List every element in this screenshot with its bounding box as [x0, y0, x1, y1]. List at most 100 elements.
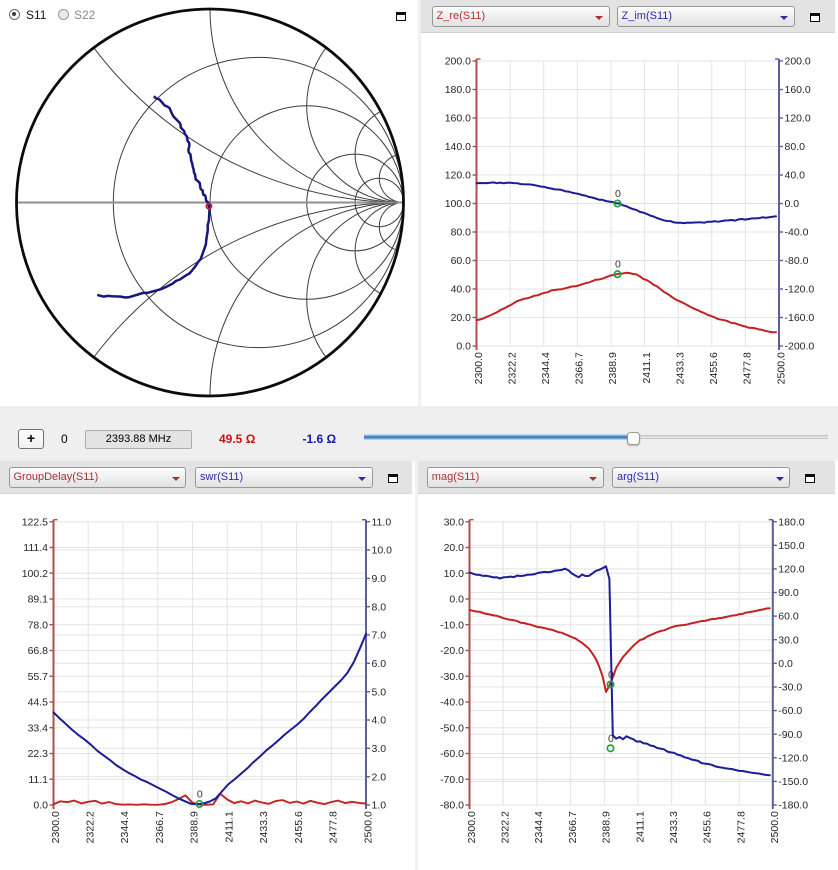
- svg-text:-50.0: -50.0: [440, 722, 464, 734]
- svg-text:10.0: 10.0: [444, 568, 465, 580]
- svg-text:2366.7: 2366.7: [154, 811, 166, 843]
- svg-text:120.0: 120.0: [785, 113, 811, 125]
- svg-text:2500.0: 2500.0: [769, 811, 781, 843]
- svg-text:10.0: 10.0: [372, 545, 393, 557]
- svg-text:-10.0: -10.0: [440, 619, 464, 631]
- svg-text:20.0: 20.0: [444, 542, 465, 554]
- svg-text:180.0: 180.0: [445, 84, 471, 96]
- svg-text:2322.2: 2322.2: [506, 352, 518, 384]
- svg-text:40.0: 40.0: [785, 170, 806, 182]
- svg-text:180.0: 180.0: [778, 516, 804, 528]
- svg-text:2300.0: 2300.0: [466, 811, 478, 843]
- svg-text:-30.0: -30.0: [778, 682, 802, 694]
- svg-text:-90.0: -90.0: [778, 729, 802, 741]
- svg-text:1.0: 1.0: [372, 800, 387, 812]
- svg-text:-150.0: -150.0: [778, 776, 808, 788]
- svg-text:0: 0: [608, 733, 614, 745]
- svg-text:0.0: 0.0: [456, 341, 471, 353]
- svg-text:78.0: 78.0: [28, 619, 49, 631]
- svg-text:-120.0: -120.0: [785, 284, 815, 296]
- svg-text:4.0: 4.0: [372, 715, 387, 727]
- svg-text:0: 0: [615, 188, 621, 200]
- svg-text:80.0: 80.0: [785, 141, 806, 153]
- svg-text:2344.4: 2344.4: [533, 811, 545, 843]
- svg-text:160.0: 160.0: [445, 113, 471, 125]
- svg-text:2433.3: 2433.3: [668, 811, 680, 843]
- svg-text:120.0: 120.0: [445, 170, 471, 182]
- svg-text:2455.6: 2455.6: [708, 352, 720, 384]
- svg-text:60.0: 60.0: [778, 611, 799, 623]
- svg-text:2433.3: 2433.3: [258, 811, 270, 843]
- svg-text:200.0: 200.0: [785, 56, 811, 68]
- svg-text:30.0: 30.0: [444, 516, 465, 528]
- svg-text:0: 0: [615, 259, 621, 271]
- svg-text:2500.0: 2500.0: [362, 811, 374, 843]
- svg-text:-30.0: -30.0: [440, 671, 464, 683]
- svg-text:2.0: 2.0: [372, 771, 387, 783]
- svg-text:3.0: 3.0: [372, 743, 387, 755]
- svg-text:33.4: 33.4: [28, 722, 49, 734]
- svg-text:-40.0: -40.0: [785, 227, 809, 239]
- svg-text:-120.0: -120.0: [778, 752, 808, 764]
- svg-text:100.2: 100.2: [22, 568, 48, 580]
- svg-text:150.0: 150.0: [778, 540, 804, 552]
- svg-text:-60.0: -60.0: [778, 705, 802, 717]
- svg-text:0.0: 0.0: [785, 198, 800, 210]
- svg-text:111.4: 111.4: [23, 542, 48, 554]
- svg-text:90.0: 90.0: [778, 587, 799, 599]
- svg-text:2388.9: 2388.9: [189, 811, 201, 843]
- svg-text:0.0: 0.0: [449, 594, 464, 606]
- svg-text:2366.7: 2366.7: [574, 352, 586, 384]
- svg-text:5.0: 5.0: [372, 686, 387, 698]
- svg-text:-80.0: -80.0: [440, 800, 464, 812]
- svg-text:66.8: 66.8: [28, 645, 49, 657]
- svg-text:-80.0: -80.0: [785, 255, 809, 267]
- svg-text:6.0: 6.0: [372, 658, 387, 670]
- svg-text:122.5: 122.5: [22, 516, 48, 528]
- svg-text:2300.0: 2300.0: [50, 811, 62, 843]
- svg-text:2455.6: 2455.6: [293, 811, 305, 843]
- svg-text:-70.0: -70.0: [440, 774, 464, 786]
- svg-text:89.1: 89.1: [28, 594, 49, 606]
- svg-text:2477.8: 2477.8: [735, 811, 747, 843]
- svg-text:0: 0: [608, 669, 614, 681]
- svg-text:200.0: 200.0: [445, 56, 471, 68]
- svg-text:2411.1: 2411.1: [223, 811, 235, 842]
- svg-text:0: 0: [197, 789, 203, 801]
- svg-text:2322.2: 2322.2: [85, 811, 97, 843]
- svg-text:-60.0: -60.0: [440, 748, 464, 760]
- svg-text:2300.0: 2300.0: [473, 352, 485, 384]
- svg-text:80.0: 80.0: [451, 227, 472, 239]
- svg-text:-180.0: -180.0: [778, 800, 808, 812]
- svg-text:2344.4: 2344.4: [119, 811, 131, 843]
- svg-text:160.0: 160.0: [785, 84, 811, 96]
- svg-text:2344.4: 2344.4: [540, 352, 552, 384]
- svg-text:2455.6: 2455.6: [702, 811, 714, 843]
- svg-text:2388.9: 2388.9: [601, 811, 613, 843]
- svg-text:100.0: 100.0: [445, 198, 471, 210]
- svg-text:20.0: 20.0: [451, 312, 472, 324]
- svg-text:2388.9: 2388.9: [607, 352, 619, 384]
- svg-text:2433.3: 2433.3: [675, 352, 687, 384]
- svg-text:-40.0: -40.0: [440, 697, 464, 709]
- svg-text:2477.8: 2477.8: [742, 352, 754, 384]
- svg-text:7.0: 7.0: [372, 630, 387, 642]
- svg-text:60.0: 60.0: [451, 255, 472, 267]
- svg-text:55.7: 55.7: [28, 671, 49, 683]
- svg-text:140.0: 140.0: [445, 141, 471, 153]
- svg-text:-20.0: -20.0: [440, 645, 464, 657]
- svg-text:44.5: 44.5: [28, 697, 49, 709]
- svg-text:11.0: 11.0: [372, 516, 392, 528]
- svg-text:120.0: 120.0: [778, 564, 804, 576]
- svg-text:22.3: 22.3: [28, 748, 49, 760]
- svg-text:2411.1: 2411.1: [641, 352, 653, 383]
- svg-text:8.0: 8.0: [372, 601, 387, 613]
- svg-text:2366.7: 2366.7: [567, 811, 579, 843]
- svg-text:9.0: 9.0: [372, 573, 387, 585]
- svg-text:2477.8: 2477.8: [328, 811, 340, 843]
- svg-text:11.1: 11.1: [28, 774, 48, 786]
- svg-text:-200.0: -200.0: [785, 341, 815, 353]
- svg-text:0.0: 0.0: [778, 658, 793, 670]
- svg-text:-160.0: -160.0: [785, 312, 815, 324]
- svg-text:30.0: 30.0: [778, 634, 799, 646]
